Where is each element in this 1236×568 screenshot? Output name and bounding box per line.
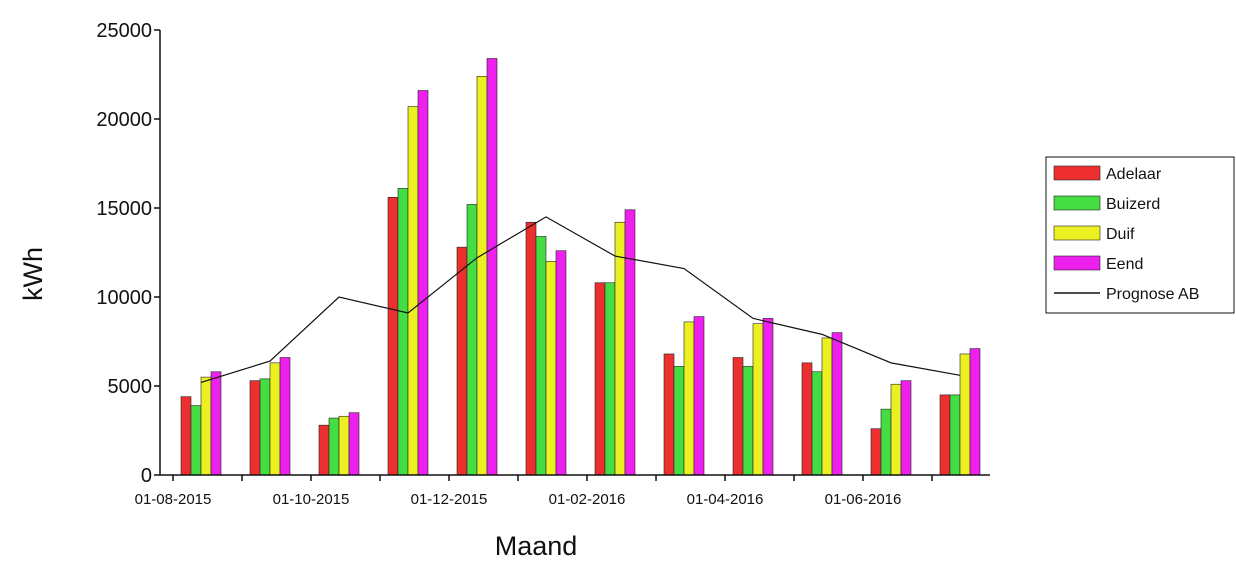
legend: Adelaar Buizerd Duif Eend Prognose AB <box>1045 156 1235 314</box>
line-layer <box>200 216 961 384</box>
bar-eend <box>555 250 567 476</box>
bar-buizerd <box>328 417 340 476</box>
legend-swatch <box>1053 165 1101 181</box>
bar-eend <box>210 371 222 476</box>
bar-adelaar <box>939 394 951 476</box>
bar-eend <box>417 90 429 476</box>
y-tick-label: 15000 <box>96 198 152 220</box>
bar-eend <box>762 318 774 476</box>
y-ticks: 0 5000 10000 15000 20000 25000 <box>96 20 160 487</box>
bar-adelaar <box>249 380 261 476</box>
bar-buizerd <box>811 371 823 476</box>
axes-layer <box>159 30 990 476</box>
y-tick-label: 10000 <box>96 287 152 309</box>
y-axis-title: kWh <box>18 247 48 301</box>
legend-swatch <box>1053 225 1101 241</box>
x-ticks: 01-08-2015 01-10-2015 01-12-2015 01-02-2016… <box>135 475 933 508</box>
bar-eend <box>969 348 981 476</box>
bar-adelaar <box>387 197 399 476</box>
y-tick-label: 5000 <box>108 376 153 398</box>
x-tick-label: 01-12-2015 <box>411 491 488 508</box>
x-tick-label: 01-04-2016 <box>687 491 764 508</box>
legend-label: Prognose AB <box>1106 286 1199 303</box>
bar-adelaar <box>870 428 882 476</box>
bar-eend <box>693 316 705 476</box>
bar-adelaar <box>594 282 606 476</box>
bar-eend <box>279 357 291 476</box>
bar-buizerd <box>880 408 892 476</box>
bar-adelaar <box>318 424 330 476</box>
bar-adelaar <box>180 396 192 476</box>
bar-buizerd <box>535 236 547 476</box>
bar-buizerd <box>259 378 271 476</box>
x-tick-label: 01-06-2016 <box>825 491 902 508</box>
bar-buizerd <box>742 366 754 476</box>
bar-eend <box>486 58 498 476</box>
x-tick-label: 01-10-2015 <box>273 491 350 508</box>
bar-adelaar <box>663 353 675 476</box>
bar-buizerd <box>397 188 409 476</box>
legend-label: Eend <box>1106 256 1143 273</box>
bar-duif <box>200 376 212 476</box>
legend-swatch <box>1053 255 1101 271</box>
bar-buizerd <box>949 394 961 476</box>
bar-eend <box>624 209 636 476</box>
bar-duif <box>821 337 833 476</box>
bar-buizerd <box>190 405 202 476</box>
legend-label: Buizerd <box>1106 196 1160 213</box>
legend-label: Duif <box>1106 226 1135 243</box>
bar-duif <box>683 321 695 476</box>
bar-duif <box>614 221 626 476</box>
bar-duif <box>545 261 557 476</box>
bar-eend <box>831 332 843 476</box>
bars-layer <box>180 58 981 476</box>
bar-adelaar <box>456 246 468 476</box>
x-axis-title: Maand <box>495 531 578 561</box>
bar-duif <box>476 75 488 476</box>
bar-buizerd <box>604 282 616 476</box>
line-prognose-ab <box>200 216 961 384</box>
bar-duif <box>269 362 281 476</box>
bar-duif <box>338 415 350 476</box>
legend-label: Adelaar <box>1106 166 1162 183</box>
bar-buizerd <box>673 366 685 476</box>
legend-swatch <box>1053 195 1101 211</box>
bar-duif <box>752 323 764 476</box>
bar-adelaar <box>801 362 813 476</box>
bar-eend <box>348 412 360 476</box>
bar-duif <box>407 106 419 476</box>
y-tick-label: 0 <box>141 465 152 487</box>
bar-eend <box>900 380 912 476</box>
bar-adelaar <box>525 221 537 476</box>
bar-duif <box>890 383 902 476</box>
y-tick-label: 20000 <box>96 109 152 131</box>
bar-adelaar <box>732 357 744 476</box>
y-tick-label: 25000 <box>96 20 152 42</box>
x-tick-label: 01-08-2015 <box>135 491 212 508</box>
x-tick-label: 01-02-2016 <box>549 491 626 508</box>
legend-items: Adelaar Buizerd Duif Eend Prognose AB <box>1053 165 1199 303</box>
bar-buizerd <box>466 204 478 476</box>
bar-duif <box>959 353 971 476</box>
